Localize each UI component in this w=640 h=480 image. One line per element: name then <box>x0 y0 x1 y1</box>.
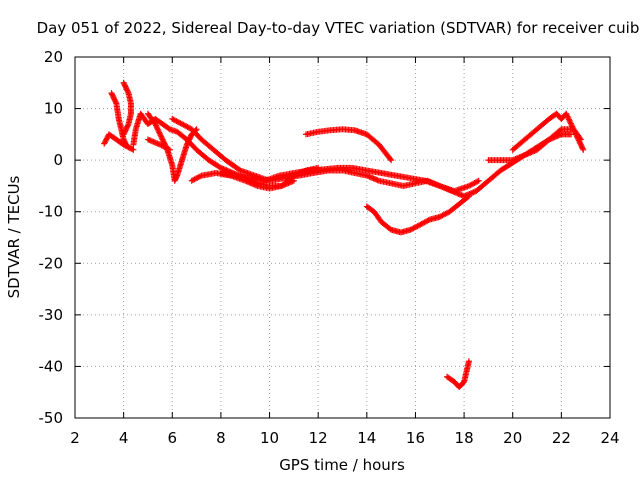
y-tick-label: -20 <box>39 254 64 272</box>
data-point <box>130 146 137 153</box>
axis-ticks <box>74 56 611 419</box>
x-tick-label: 4 <box>119 429 129 447</box>
x-axis-label: GPS time / hours <box>279 456 405 474</box>
series-track-m <box>485 126 584 164</box>
data-point <box>129 146 136 153</box>
plot-frame <box>74 56 611 419</box>
data-point <box>112 99 119 106</box>
x-tick-label: 22 <box>552 429 571 447</box>
x-tick-label: 10 <box>260 429 279 447</box>
data-point <box>166 146 173 153</box>
data-point <box>124 88 131 95</box>
y-tick-label: -30 <box>39 306 64 324</box>
x-tick-labels: 2 4 6 8 10 12 14 16 18 20 22 24 <box>70 429 619 447</box>
x-tick-label: 2 <box>70 429 80 447</box>
data-point <box>165 146 172 153</box>
data-point <box>102 137 109 144</box>
x-tick-label: 16 <box>406 429 425 447</box>
data-point <box>197 173 204 180</box>
data-point <box>123 141 130 148</box>
x-tick-label: 12 <box>309 429 328 447</box>
y-tick-label: 20 <box>44 48 63 66</box>
data-point <box>236 166 243 173</box>
x-tick-label: 20 <box>503 429 522 447</box>
data-point <box>103 135 110 142</box>
data-point <box>101 140 108 147</box>
y-tick-label: -50 <box>39 409 64 427</box>
data-point <box>122 140 129 147</box>
data-point <box>425 217 432 224</box>
data-point <box>173 173 180 180</box>
data-point <box>557 127 564 134</box>
data-point <box>121 130 128 137</box>
data-point <box>580 146 587 153</box>
data-point <box>120 131 127 138</box>
series-track-j <box>303 126 395 164</box>
x-tick-label: 6 <box>167 429 177 447</box>
y-tick-label: -40 <box>39 357 64 375</box>
y-tick-label: 0 <box>53 151 63 169</box>
series-track-n <box>509 110 587 153</box>
data-point <box>387 155 394 162</box>
series-track-c <box>120 79 134 138</box>
y-tick-labels: 20 10 0 -10 -20 -30 -40 -50 <box>39 48 64 427</box>
data-point <box>465 358 472 365</box>
data-point <box>475 177 482 184</box>
data-point <box>464 194 471 201</box>
data-point <box>101 139 108 146</box>
data-point <box>568 131 575 138</box>
data-point <box>474 178 481 185</box>
y-axis-label: SDTVAR / TECUs <box>5 175 23 298</box>
data-point <box>386 225 393 232</box>
x-tick-label: 14 <box>357 429 376 447</box>
data-point <box>165 125 172 132</box>
y-tick-label: -10 <box>39 203 64 221</box>
x-tick-label: 8 <box>216 429 226 447</box>
series-track-i <box>217 164 482 195</box>
data-point <box>465 193 472 200</box>
chart-title: Day 051 of 2022, Sidereal Day-to-day VTE… <box>37 19 640 37</box>
x-tick-label: 24 <box>600 429 619 447</box>
data-points <box>101 79 587 391</box>
data-point <box>388 157 395 164</box>
series-track-k <box>363 193 472 236</box>
series-track-b <box>108 90 130 148</box>
y-tick-label: 10 <box>44 100 63 118</box>
data-point <box>579 145 586 152</box>
data-point <box>103 136 110 143</box>
x-tick-label: 18 <box>455 429 474 447</box>
series-track-f <box>144 136 173 153</box>
series-track-l <box>444 358 472 391</box>
